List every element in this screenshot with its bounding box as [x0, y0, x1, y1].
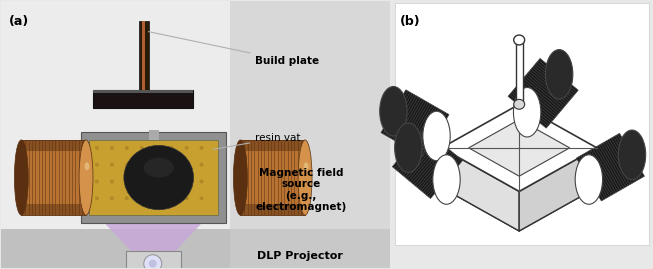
Circle shape: [155, 146, 159, 150]
Bar: [126, 251, 181, 269]
Circle shape: [185, 179, 189, 183]
Ellipse shape: [514, 99, 524, 109]
Polygon shape: [381, 90, 449, 157]
Circle shape: [200, 179, 204, 183]
Circle shape: [125, 146, 129, 150]
Ellipse shape: [618, 130, 646, 179]
Circle shape: [110, 179, 114, 183]
Ellipse shape: [394, 123, 422, 172]
Polygon shape: [519, 148, 597, 231]
Circle shape: [95, 146, 99, 150]
Circle shape: [170, 196, 174, 200]
Circle shape: [110, 163, 114, 167]
Ellipse shape: [84, 162, 89, 170]
Bar: [240, 140, 305, 215]
Polygon shape: [441, 104, 597, 192]
Text: DLP Projector: DLP Projector: [257, 251, 343, 261]
Bar: [22, 140, 86, 215]
Bar: [93, 90, 193, 108]
Ellipse shape: [575, 155, 603, 204]
Circle shape: [95, 196, 99, 200]
Circle shape: [125, 196, 129, 200]
Ellipse shape: [144, 158, 174, 178]
Polygon shape: [101, 219, 206, 251]
Ellipse shape: [423, 111, 450, 161]
Bar: [231, 1, 390, 229]
Bar: [1, 1, 388, 268]
Circle shape: [125, 179, 129, 183]
Circle shape: [140, 163, 144, 167]
Bar: [22, 140, 86, 151]
Bar: [516, 40, 523, 104]
Text: (a): (a): [9, 15, 29, 28]
Bar: [240, 204, 305, 215]
Bar: [22, 204, 86, 215]
Circle shape: [155, 179, 159, 183]
Circle shape: [185, 196, 189, 200]
Bar: [231, 229, 390, 268]
Circle shape: [155, 163, 159, 167]
Circle shape: [170, 163, 174, 167]
Text: resin vat: resin vat: [214, 133, 301, 149]
Ellipse shape: [304, 162, 309, 170]
Bar: [139, 21, 149, 90]
Circle shape: [144, 255, 162, 269]
Ellipse shape: [79, 140, 93, 215]
Circle shape: [110, 196, 114, 200]
Circle shape: [95, 179, 99, 183]
Ellipse shape: [298, 140, 312, 215]
Bar: [149, 130, 159, 140]
Circle shape: [95, 163, 99, 167]
Text: (b): (b): [400, 15, 421, 28]
Circle shape: [170, 146, 174, 150]
Polygon shape: [577, 133, 645, 201]
Circle shape: [200, 163, 204, 167]
Ellipse shape: [124, 145, 193, 210]
Bar: [1, 229, 390, 268]
Circle shape: [185, 163, 189, 167]
Ellipse shape: [514, 35, 524, 45]
Bar: [89, 140, 219, 215]
Circle shape: [110, 146, 114, 150]
Bar: [388, 1, 652, 268]
Circle shape: [140, 179, 144, 183]
Bar: [240, 140, 305, 151]
Ellipse shape: [545, 49, 573, 99]
Text: Build plate: Build plate: [148, 32, 319, 66]
Circle shape: [125, 163, 129, 167]
Bar: [142, 21, 145, 90]
Ellipse shape: [380, 87, 407, 136]
Polygon shape: [392, 129, 462, 199]
Circle shape: [200, 146, 204, 150]
Text: Magnetic field
source
(e.g.,
electromagnet): Magnetic field source (e.g., electromagn…: [255, 168, 347, 213]
Bar: [93, 90, 193, 93]
Polygon shape: [508, 58, 578, 128]
Bar: [81, 132, 227, 223]
Circle shape: [185, 146, 189, 150]
Polygon shape: [441, 148, 519, 231]
Ellipse shape: [233, 140, 247, 215]
Circle shape: [170, 179, 174, 183]
Ellipse shape: [14, 140, 28, 215]
Circle shape: [140, 196, 144, 200]
Circle shape: [149, 260, 157, 268]
Ellipse shape: [433, 155, 460, 204]
Circle shape: [200, 196, 204, 200]
Polygon shape: [469, 119, 569, 176]
Bar: [394, 3, 648, 245]
Ellipse shape: [513, 87, 541, 137]
Circle shape: [140, 146, 144, 150]
Circle shape: [155, 196, 159, 200]
